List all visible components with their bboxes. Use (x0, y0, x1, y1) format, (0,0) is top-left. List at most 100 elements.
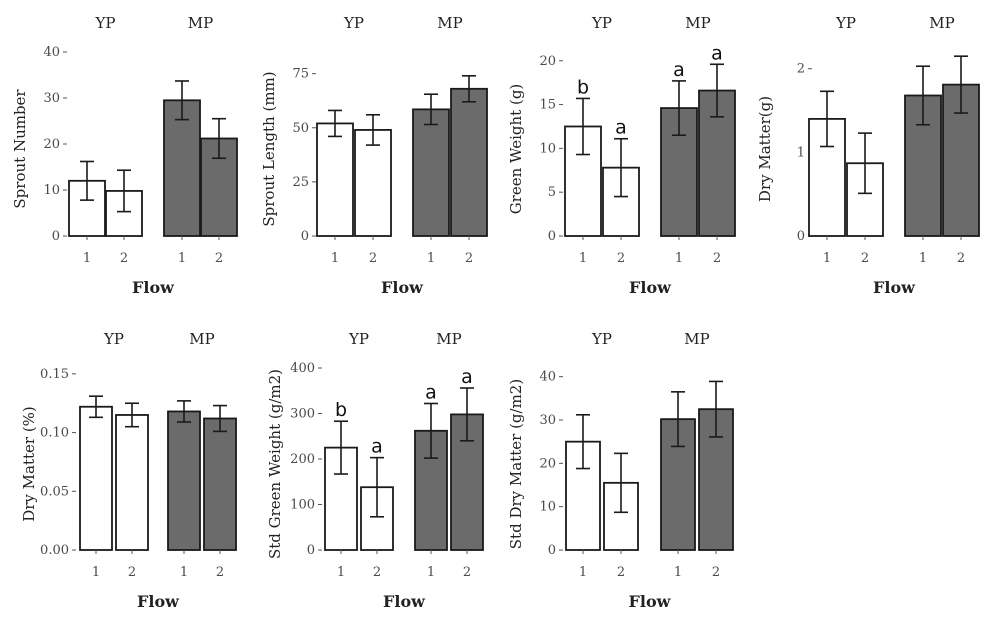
x-tick-label: 2 (128, 565, 136, 580)
x-tick-label: 1 (674, 565, 682, 580)
y-tick-label: 1 (797, 145, 805, 160)
significance-letter: a (371, 436, 383, 458)
x-tick-label: 2 (861, 251, 869, 266)
significance-letter: a (673, 59, 685, 81)
facet-strip-label: YP (591, 330, 612, 348)
x-axis-title: Flow (629, 592, 672, 611)
y-tick-label: 40 (539, 370, 556, 385)
y-tick-label: 20 (539, 54, 556, 69)
x-tick-label: 1 (427, 565, 435, 580)
x-tick-label: 2 (957, 251, 965, 266)
y-tick-label: 30 (43, 91, 60, 106)
x-tick-label: 2 (465, 251, 473, 266)
x-tick-label: 2 (215, 251, 223, 266)
panel-2: 0 25 50 75 Sprout Length (mm) YP 1 2 MP 1 2 Flow (260, 14, 488, 297)
y-tick-label: 20 (539, 456, 556, 471)
y-axis-title: Std Green Weight (g/m2) (266, 369, 284, 559)
significance-letter: a (615, 117, 627, 139)
y-tick-label: 400 (290, 361, 315, 376)
facet-strip-label: MP (188, 14, 213, 32)
x-tick-label: 1 (919, 251, 927, 266)
x-tick-label: 1 (579, 565, 587, 580)
facet-strip-label: MP (437, 14, 462, 32)
x-axis-title: Flow (381, 278, 424, 297)
y-tick-label: 0.15 (40, 367, 69, 382)
significance-letter: a (425, 381, 437, 403)
y-axis-title: Sprout Number (11, 89, 29, 209)
y-tick-label: 15 (539, 98, 556, 113)
x-tick-label: 2 (369, 251, 377, 266)
y-tick-label: 0.10 (40, 426, 69, 441)
y-tick-label: 50 (292, 121, 309, 136)
bar (450, 87, 488, 237)
y-tick-label: 10 (539, 141, 556, 156)
x-tick-label: 1 (579, 251, 587, 266)
y-tick-label: 0 (548, 229, 556, 244)
y-tick-label: 0.00 (40, 543, 69, 558)
x-tick-label: 1 (823, 251, 831, 266)
significance-letter: b (335, 399, 347, 421)
y-tick-label: 75 (292, 67, 309, 82)
x-tick-label: 2 (120, 251, 128, 266)
bar (163, 99, 201, 237)
x-tick-label: 1 (92, 565, 100, 580)
bar (316, 122, 354, 237)
y-axis-title: Dry Matter(g) (756, 96, 774, 202)
y-tick-label: 10 (539, 500, 556, 515)
y-tick-label: 20 (43, 137, 60, 152)
bar (354, 129, 392, 237)
x-tick-label: 2 (216, 565, 224, 580)
y-axis-title: Std Dry Matter (g/m2) (507, 379, 525, 549)
y-tick-label: 0 (307, 543, 315, 558)
y-tick-label: 200 (290, 452, 315, 467)
facet-strip-label: YP (343, 14, 364, 32)
y-axis-title: Green Weight (g) (507, 84, 525, 215)
y-tick-label: 100 (290, 498, 315, 513)
panel-1: 0 10 20 30 40 Sprout Number YP 1 2 MP 1 2 Flow (11, 14, 238, 297)
x-tick-label: 1 (427, 251, 435, 266)
y-tick-label: 0 (52, 229, 60, 244)
panel-6: 0 100 200 300 400 Std Green Weight (g/m2) YP b 1… (266, 330, 484, 611)
y-axis-title: Sprout Length (mm) (260, 71, 278, 226)
significance-letter: a (461, 366, 473, 388)
facet-strip-label: YP (348, 330, 369, 348)
x-tick-label: 2 (463, 565, 471, 580)
y-tick-label: 2 (797, 62, 805, 77)
facet-strip-label: MP (685, 14, 710, 32)
y-tick-label: 10 (43, 183, 60, 198)
x-tick-label: 1 (83, 251, 91, 266)
y-tick-label: 0 (548, 543, 556, 558)
y-tick-label: 5 (548, 185, 556, 200)
y-tick-label: 0.05 (40, 484, 69, 499)
y-tick-label: 30 (539, 413, 556, 428)
y-tick-label: 40 (43, 45, 60, 60)
x-tick-label: 2 (617, 251, 625, 266)
facet-strip-label: YP (103, 330, 124, 348)
y-tick-label: 25 (292, 175, 309, 190)
x-tick-label: 2 (373, 565, 381, 580)
facet-strip-label: MP (436, 330, 461, 348)
panel-7: 0 10 20 30 40 Std Dry Matter (g/m2) YP 1 2 MP 1 2 Fl… (507, 330, 734, 611)
significance-letter: b (577, 76, 589, 98)
x-tick-label: 1 (675, 251, 683, 266)
x-tick-label: 1 (337, 565, 345, 580)
x-axis-title: Flow (873, 278, 916, 297)
bar (115, 414, 149, 551)
y-tick-label: 0 (797, 229, 805, 244)
x-axis-title: Flow (137, 592, 180, 611)
x-tick-label: 2 (712, 565, 720, 580)
facet-strip-label: MP (189, 330, 214, 348)
bar (79, 405, 113, 551)
y-tick-label: 300 (290, 407, 315, 422)
x-axis-title: Flow (383, 592, 426, 611)
x-axis-title: Flow (132, 278, 175, 297)
x-tick-label: 1 (180, 565, 188, 580)
panel-4: 0 1 2 Dry Matter(g) YP 1 2 MP 1 2 Flow (756, 14, 980, 297)
facet-strip-label: YP (95, 14, 116, 32)
facet-strip-label: YP (835, 14, 856, 32)
bar (412, 108, 450, 237)
